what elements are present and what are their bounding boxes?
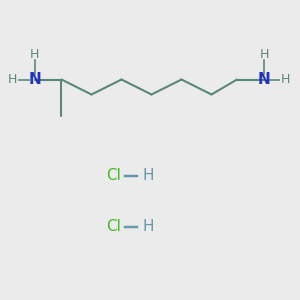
Text: N: N [258, 72, 270, 87]
Text: H: H [259, 47, 269, 61]
Text: H: H [8, 73, 17, 86]
Text: H: H [143, 168, 154, 183]
Text: N: N [28, 72, 41, 87]
Text: Cl: Cl [106, 168, 122, 183]
Text: H: H [143, 219, 154, 234]
Text: Cl: Cl [106, 219, 122, 234]
Text: H: H [30, 47, 39, 61]
Text: H: H [280, 73, 290, 86]
